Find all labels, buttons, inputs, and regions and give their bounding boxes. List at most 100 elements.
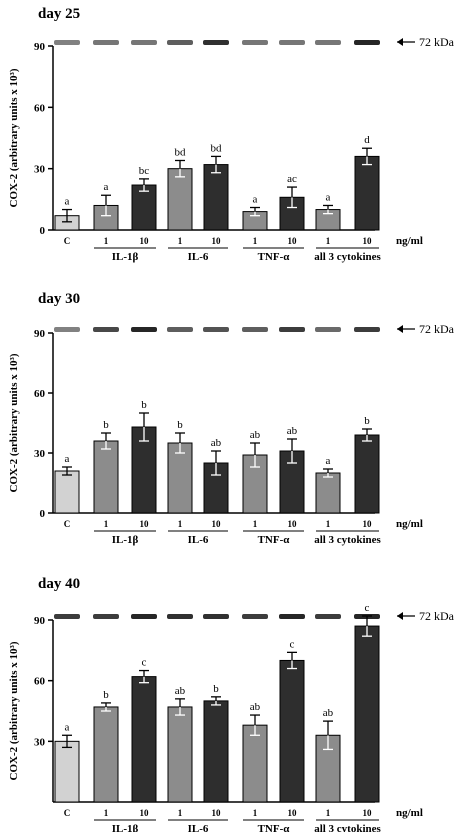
blot-band	[131, 614, 157, 619]
blot-band	[167, 327, 193, 332]
category-label: 1	[178, 236, 183, 246]
category-label: 10	[140, 808, 150, 818]
blot-band	[54, 327, 80, 332]
blot-band	[54, 614, 80, 619]
bar	[279, 659, 305, 803]
category-label: 1	[253, 519, 258, 529]
blot-band	[242, 614, 268, 619]
blot-band	[354, 327, 380, 332]
significance-letter: bc	[139, 165, 150, 177]
category-label: 10	[288, 808, 298, 818]
bar	[354, 625, 380, 803]
significance-letter: a	[65, 721, 70, 733]
significance-letter: ab	[287, 425, 298, 437]
category-label: 10	[212, 236, 222, 246]
blot-band	[54, 40, 80, 45]
significance-letter: c	[290, 638, 295, 650]
significance-letter: a	[253, 194, 258, 206]
category-label: 10	[140, 519, 150, 529]
category-label: C	[64, 808, 71, 818]
band-marker-label: 72 kDa	[419, 322, 455, 336]
y-tick-label: 90	[34, 328, 46, 340]
significance-letter: bd	[175, 146, 187, 158]
significance-letter: a	[65, 196, 70, 208]
marker-arrow-head	[397, 325, 403, 333]
significance-letter: ab	[250, 429, 261, 441]
significance-letter: ab	[211, 437, 222, 449]
category-label: 1	[326, 808, 331, 818]
blot-band	[279, 40, 305, 45]
bar	[93, 440, 119, 514]
category-label: 10	[288, 236, 298, 246]
group-label: IL-6	[188, 534, 209, 546]
marker-arrow-head	[397, 38, 403, 46]
blot-band	[279, 614, 305, 619]
panel-title: day 30	[38, 291, 80, 307]
blot-band	[279, 327, 305, 332]
significance-letter: ac	[287, 173, 297, 185]
group-label: IL-1β	[112, 823, 139, 832]
category-label: C	[64, 519, 71, 529]
band-marker-label: 72 kDa	[419, 35, 455, 49]
significance-letter: a	[326, 191, 331, 203]
group-label: TNF-α	[258, 534, 291, 546]
bar	[242, 724, 268, 803]
blot-band	[315, 614, 341, 619]
category-label: 10	[363, 808, 373, 818]
bar	[131, 676, 157, 803]
bar	[203, 700, 229, 803]
bar	[203, 164, 229, 231]
bar	[354, 155, 380, 231]
category-label: 10	[212, 808, 222, 818]
group-label: IL-6	[188, 823, 209, 832]
blot-band	[167, 614, 193, 619]
bar	[54, 470, 80, 514]
blot-band	[131, 327, 157, 332]
significance-letter: bd	[211, 142, 223, 154]
blot-band	[131, 40, 157, 45]
band-marker-label: 72 kDa	[419, 609, 455, 623]
significance-letter: b	[103, 689, 109, 701]
group-label: IL-6	[188, 251, 209, 263]
bar	[315, 472, 341, 514]
blot-band	[203, 40, 229, 45]
bar	[54, 740, 80, 803]
significance-letter: a	[326, 455, 331, 467]
y-tick-label: 60	[34, 676, 46, 688]
blot-band	[315, 40, 341, 45]
blot-band	[167, 40, 193, 45]
y-tick-label: 30	[34, 448, 46, 460]
blot-band	[203, 327, 229, 332]
group-label: TNF-α	[258, 251, 291, 263]
significance-letter: a	[104, 181, 109, 193]
group-label: IL-1β	[112, 251, 139, 263]
significance-letter: b	[103, 419, 109, 431]
category-label: 1	[104, 808, 109, 818]
blot-band	[315, 327, 341, 332]
category-label: 1	[104, 236, 109, 246]
bar	[93, 204, 119, 231]
category-label: 10	[288, 519, 298, 529]
blot-band	[354, 40, 380, 45]
unit-label: ng/ml	[396, 807, 423, 819]
blot-band	[93, 40, 119, 45]
category-label: 1	[253, 808, 258, 818]
category-label: 1	[253, 236, 258, 246]
bar	[93, 706, 119, 803]
significance-letter: b	[141, 399, 147, 411]
significance-letter: b	[213, 683, 219, 695]
category-label: 1	[326, 519, 331, 529]
group-label: TNF-α	[258, 823, 291, 832]
bar	[167, 706, 193, 803]
unit-label: ng/ml	[396, 518, 423, 530]
blot-band	[242, 327, 268, 332]
significance-letter: ab	[323, 707, 334, 719]
y-tick-label: 60	[34, 388, 46, 400]
category-label: 1	[104, 519, 109, 529]
category-label: 10	[363, 236, 373, 246]
significance-letter: ab	[250, 701, 261, 713]
category-label: 10	[140, 236, 150, 246]
y-axis-label: COX-2 (arbitrary units x 10³)	[8, 68, 20, 207]
category-label: 10	[363, 519, 373, 529]
